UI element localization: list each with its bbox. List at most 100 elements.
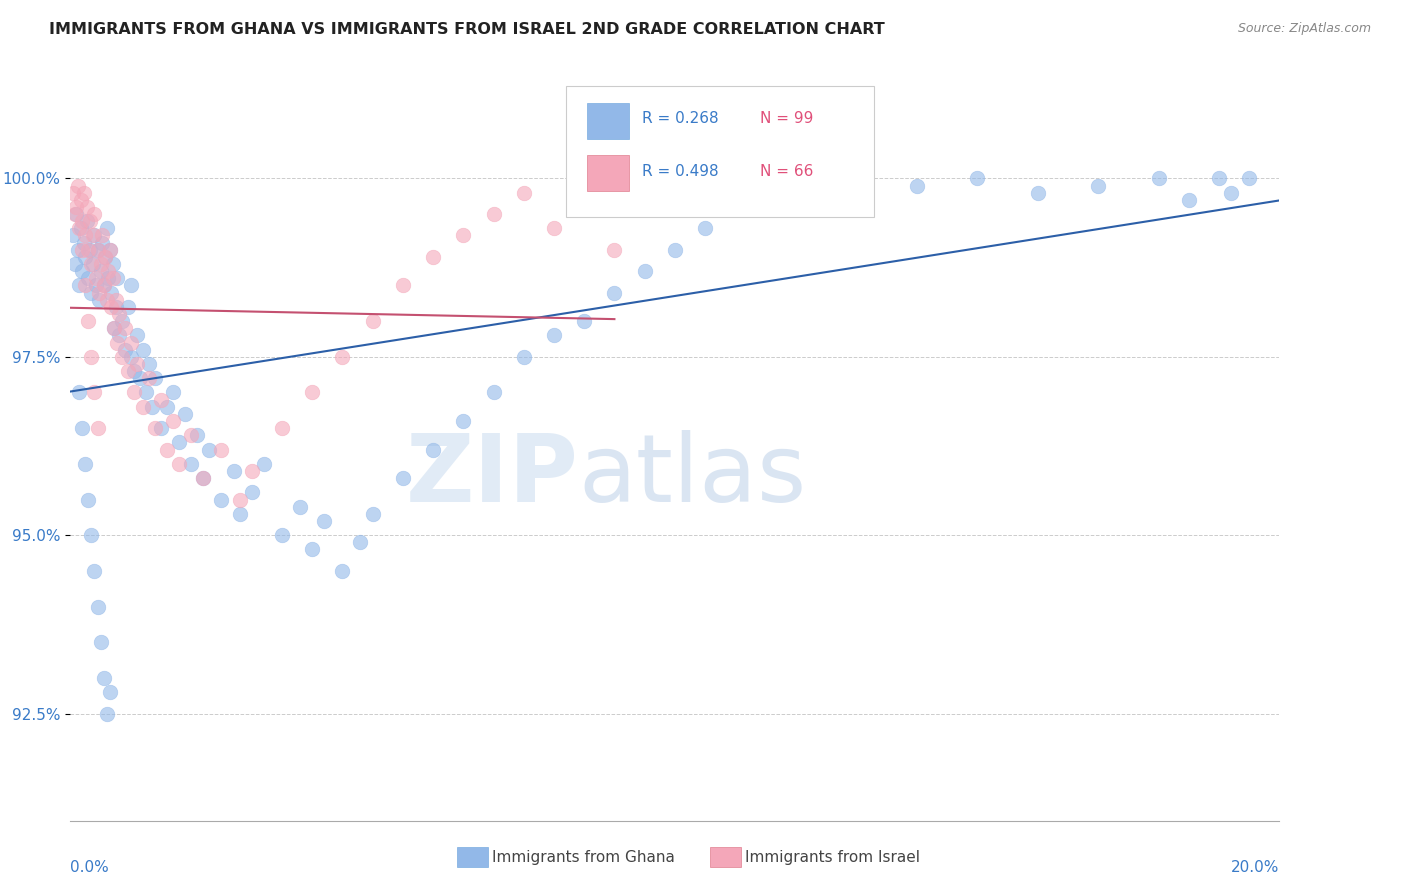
Point bbox=[391, 471, 415, 485]
Point bbox=[72, 243, 94, 257]
Point bbox=[211, 442, 233, 457]
Point bbox=[422, 442, 444, 457]
Point bbox=[70, 221, 93, 235]
Point bbox=[361, 507, 384, 521]
Point bbox=[80, 350, 103, 364]
Point bbox=[574, 314, 596, 328]
Point bbox=[120, 350, 142, 364]
Point bbox=[543, 328, 565, 343]
Point bbox=[100, 300, 122, 314]
Point bbox=[211, 492, 233, 507]
Point bbox=[905, 178, 928, 193]
Point bbox=[301, 542, 323, 557]
Point bbox=[93, 278, 115, 293]
Point bbox=[97, 271, 120, 285]
Point bbox=[198, 442, 221, 457]
Point bbox=[77, 492, 100, 507]
Point bbox=[150, 392, 173, 407]
Point bbox=[186, 428, 208, 442]
Point bbox=[125, 357, 148, 371]
Point bbox=[77, 243, 100, 257]
Point bbox=[84, 271, 107, 285]
Point bbox=[1147, 171, 1170, 186]
Point bbox=[70, 193, 93, 207]
Point bbox=[93, 671, 115, 685]
Point bbox=[120, 335, 142, 350]
Point bbox=[111, 314, 134, 328]
Text: 20.0%: 20.0% bbox=[1232, 860, 1279, 875]
Point bbox=[1220, 186, 1243, 200]
Point bbox=[117, 300, 139, 314]
Point bbox=[228, 492, 250, 507]
Point bbox=[111, 350, 134, 364]
Point bbox=[66, 243, 89, 257]
Point bbox=[117, 364, 139, 378]
Point bbox=[138, 371, 160, 385]
Point bbox=[96, 706, 118, 721]
Point bbox=[83, 564, 105, 578]
Point bbox=[104, 300, 127, 314]
Point bbox=[104, 293, 127, 307]
Point bbox=[966, 171, 988, 186]
Point bbox=[75, 250, 97, 264]
Point bbox=[89, 285, 111, 300]
Point bbox=[63, 207, 86, 221]
Point bbox=[76, 214, 98, 228]
Point bbox=[332, 350, 354, 364]
Point bbox=[453, 228, 475, 243]
Text: 0.0%: 0.0% bbox=[70, 860, 110, 875]
Point bbox=[94, 250, 117, 264]
Point bbox=[82, 257, 104, 271]
Point bbox=[135, 385, 157, 400]
Point bbox=[845, 171, 868, 186]
Point bbox=[90, 228, 112, 243]
Point bbox=[76, 200, 98, 214]
Point bbox=[695, 221, 717, 235]
Point bbox=[79, 214, 101, 228]
Point bbox=[101, 257, 124, 271]
Point bbox=[482, 385, 505, 400]
Point bbox=[67, 385, 90, 400]
Point bbox=[103, 321, 125, 335]
Point bbox=[240, 485, 263, 500]
Point bbox=[96, 293, 118, 307]
Point bbox=[65, 207, 87, 221]
Point bbox=[90, 264, 111, 278]
Point bbox=[543, 221, 565, 235]
Text: R = 0.498: R = 0.498 bbox=[643, 163, 718, 178]
Point bbox=[193, 471, 215, 485]
Text: N = 66: N = 66 bbox=[759, 163, 813, 178]
FancyBboxPatch shape bbox=[586, 155, 628, 191]
Point bbox=[314, 514, 336, 528]
Point bbox=[167, 457, 190, 471]
Point bbox=[128, 371, 150, 385]
Point bbox=[664, 243, 686, 257]
Point bbox=[332, 564, 354, 578]
Point bbox=[83, 207, 105, 221]
Point bbox=[77, 314, 100, 328]
Point bbox=[83, 228, 105, 243]
FancyBboxPatch shape bbox=[586, 103, 628, 139]
Point bbox=[391, 278, 415, 293]
Point bbox=[98, 243, 121, 257]
Point bbox=[301, 385, 323, 400]
Point bbox=[93, 278, 115, 293]
Point bbox=[75, 228, 97, 243]
Point bbox=[122, 364, 145, 378]
Point bbox=[72, 214, 94, 228]
Point bbox=[1026, 186, 1049, 200]
Point bbox=[288, 500, 311, 514]
Point bbox=[114, 321, 136, 335]
Point bbox=[86, 243, 108, 257]
Text: IMMIGRANTS FROM GHANA VS IMMIGRANTS FROM ISRAEL 2ND GRADE CORRELATION CHART: IMMIGRANTS FROM GHANA VS IMMIGRANTS FROM… bbox=[49, 22, 884, 37]
Point bbox=[72, 264, 94, 278]
Point bbox=[228, 507, 250, 521]
Point bbox=[270, 421, 294, 435]
Point bbox=[785, 186, 807, 200]
Point bbox=[90, 235, 112, 250]
Point bbox=[80, 285, 103, 300]
Point bbox=[132, 343, 155, 357]
Point bbox=[453, 414, 475, 428]
Point bbox=[120, 278, 142, 293]
Point bbox=[86, 243, 108, 257]
